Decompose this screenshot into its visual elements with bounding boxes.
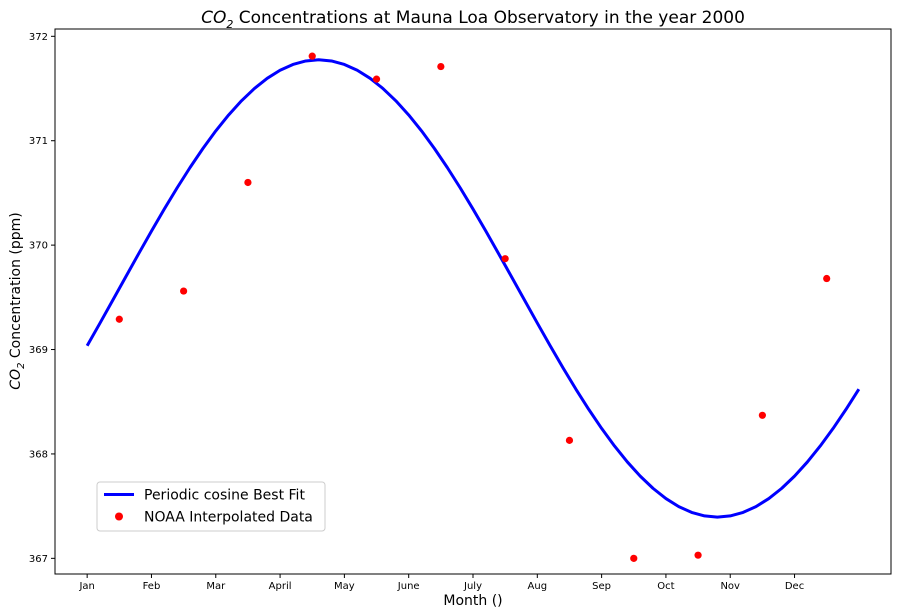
x-tick-label: July <box>463 581 482 592</box>
scatter-point <box>758 411 766 419</box>
scatter-point <box>437 62 445 71</box>
legend-entry-data: NOAA Interpolated Data <box>144 510 313 526</box>
scatter-point <box>308 52 316 60</box>
series-layer <box>85 52 861 562</box>
scatter-point <box>372 75 381 83</box>
scatter-point <box>630 554 638 562</box>
legend-marker-swatch <box>115 512 123 521</box>
x-tick-label: Jan <box>78 581 94 592</box>
scatter-point <box>694 551 702 559</box>
scatter-point <box>501 255 509 263</box>
scatter-point <box>115 315 123 323</box>
y-tick-label: 372 <box>29 32 48 43</box>
series-fit-line <box>85 58 861 519</box>
x-tick-label: Aug <box>528 581 548 592</box>
scatter-point <box>180 287 188 295</box>
legend: Periodic cosine Best Fit NOAA Interpolat… <box>96 481 326 532</box>
y-tick-label: 367 <box>29 554 48 565</box>
x-tick-label: Sep <box>592 581 611 592</box>
x-axis: Jan Feb Mar April May June July Aug Sep Oct Nov Dec <box>78 574 804 592</box>
y-tick-label: 369 <box>29 345 48 356</box>
legend-box <box>96 481 326 532</box>
scatter-point <box>244 178 252 187</box>
x-tick-label: April <box>269 581 292 592</box>
y-axis: 367 368 369 370 371 372 <box>29 32 55 565</box>
chart-title: CO2 Concentrations at Mauna Loa Observat… <box>201 8 745 31</box>
y-tick-label: 371 <box>29 136 48 147</box>
x-tick-label: Mar <box>206 581 226 592</box>
x-tick-label: Oct <box>657 581 674 592</box>
x-axis-label: Month () <box>443 593 502 609</box>
x-tick-label: Dec <box>785 581 804 592</box>
scatter-point <box>823 274 831 283</box>
y-tick-label: 368 <box>29 449 48 460</box>
x-tick-label: Nov <box>720 581 740 592</box>
x-tick-label: June <box>397 581 420 592</box>
y-axis-label: CO2 Concentration (ppm) <box>8 212 27 389</box>
y-tick-label: 370 <box>29 241 48 252</box>
x-tick-label: Feb <box>143 581 161 592</box>
scatter-point <box>565 436 574 444</box>
legend-entry-fit: Periodic cosine Best Fit <box>144 488 305 504</box>
x-tick-label: May <box>334 581 355 592</box>
